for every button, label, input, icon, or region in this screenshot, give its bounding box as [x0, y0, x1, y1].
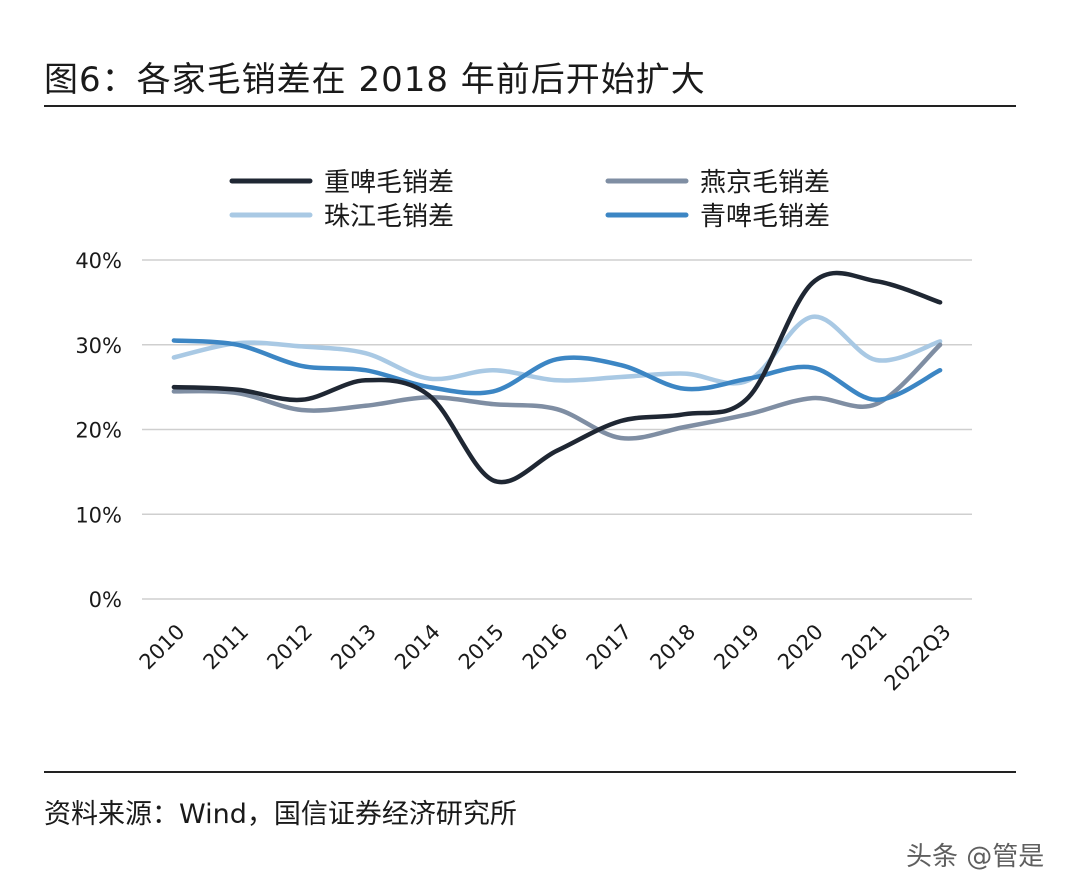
x-axis-ticks: 2010 2011 2012 2013 2014 2015 2016 2017 2018 2019… — [135, 620, 956, 696]
chart-grid — [142, 259, 972, 600]
series-line-2 — [171, 342, 943, 441]
x-tick-label: 2017 — [582, 620, 637, 675]
legend-label: 青啤毛销差 — [700, 202, 830, 232]
x-tick-label: 2015 — [454, 620, 509, 675]
x-tick-label: 2012 — [262, 620, 317, 675]
y-tick-label: 40% — [75, 249, 122, 273]
x-tick-label: 2011 — [199, 620, 254, 675]
x-tick-label: 2014 — [390, 620, 445, 675]
y-tick-label: 20% — [75, 419, 122, 443]
chart-series — [171, 270, 943, 485]
source-note: 资料来源：Wind，国信证券经济研究所 — [44, 799, 517, 830]
y-tick-label: 10% — [75, 503, 122, 527]
x-tick-label: 2022Q3 — [880, 620, 956, 696]
y-tick-label: 30% — [75, 334, 122, 358]
watermark-text: 头条 @管是 — [906, 842, 1045, 872]
x-tick-label: 2016 — [518, 620, 573, 675]
top-rule — [44, 105, 1016, 107]
y-axis-ticks: 0% 10% 20% 30% 40% — [75, 249, 122, 612]
series-line-3 — [171, 314, 943, 386]
x-tick-label: 2021 — [837, 620, 892, 675]
series-line-4 — [171, 338, 943, 403]
y-tick-label: 0% — [89, 588, 122, 612]
legend-label: 燕京毛销差 — [700, 168, 830, 198]
legend-label: 重啤毛销差 — [324, 168, 454, 198]
figure-title: 图6：各家毛销差在 2018 年前后开始扩大 — [44, 60, 706, 100]
x-tick-label: 2010 — [135, 620, 190, 675]
series-line-1 — [171, 270, 943, 485]
x-tick-label: 2018 — [645, 620, 700, 675]
legend-label: 珠江毛销差 — [324, 202, 454, 232]
x-tick-label: 2020 — [773, 620, 828, 675]
x-tick-label: 2019 — [709, 620, 764, 675]
x-tick-label: 2013 — [326, 620, 381, 675]
bottom-rule — [44, 771, 1016, 773]
